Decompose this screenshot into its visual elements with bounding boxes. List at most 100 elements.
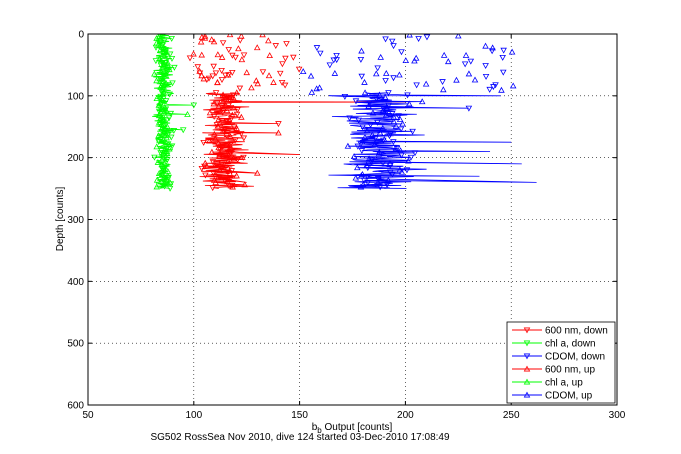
data-point bbox=[218, 77, 226, 83]
data-point bbox=[376, 91, 383, 98]
data-point bbox=[386, 159, 394, 166]
data-point bbox=[375, 150, 383, 157]
data-point bbox=[161, 52, 168, 59]
data-point bbox=[160, 116, 168, 123]
data-point bbox=[388, 38, 396, 45]
data-point bbox=[333, 53, 340, 59]
data-point bbox=[409, 128, 416, 135]
data-point bbox=[392, 122, 400, 129]
data-point bbox=[259, 69, 267, 76]
data-point bbox=[157, 46, 164, 53]
data-point bbox=[411, 57, 418, 64]
data-point bbox=[307, 72, 315, 79]
data-point bbox=[382, 70, 390, 76]
data-point bbox=[151, 70, 158, 77]
data-point bbox=[471, 76, 479, 83]
data-point bbox=[226, 170, 234, 177]
x-axis-label-rest: Output [counts] bbox=[322, 422, 393, 433]
data-point bbox=[201, 34, 209, 39]
data-point bbox=[157, 114, 164, 121]
data-point bbox=[163, 150, 171, 156]
data-point bbox=[369, 109, 377, 116]
series-line bbox=[201, 92, 406, 189]
data-point bbox=[398, 49, 405, 56]
data-point bbox=[163, 50, 171, 57]
data-point bbox=[231, 137, 239, 144]
data-point bbox=[313, 85, 320, 92]
series-line bbox=[328, 92, 537, 189]
series-cdom-up bbox=[299, 34, 517, 190]
data-point bbox=[209, 73, 216, 80]
data-point bbox=[465, 105, 473, 112]
data-point bbox=[206, 137, 213, 144]
data-point bbox=[159, 92, 167, 99]
data-point bbox=[233, 172, 240, 179]
data-point bbox=[361, 133, 369, 140]
data-point bbox=[412, 54, 420, 61]
data-point bbox=[385, 90, 392, 97]
data-point bbox=[233, 111, 241, 118]
data-point bbox=[500, 47, 507, 54]
data-point bbox=[170, 127, 178, 134]
data-point bbox=[156, 34, 163, 39]
data-point bbox=[153, 176, 161, 183]
grid-lines bbox=[88, 34, 617, 405]
legend-label: CDOM, up bbox=[545, 391, 593, 402]
data-point bbox=[228, 69, 236, 76]
data-point bbox=[233, 124, 240, 131]
data-point bbox=[171, 64, 178, 71]
data-point bbox=[241, 181, 248, 188]
data-point bbox=[190, 102, 198, 109]
data-point bbox=[276, 70, 284, 77]
data-point bbox=[317, 50, 324, 57]
data-point bbox=[341, 93, 349, 100]
data-point bbox=[201, 159, 209, 166]
data-point bbox=[376, 129, 384, 136]
data-point bbox=[159, 165, 167, 172]
data-point bbox=[196, 67, 203, 74]
data-point bbox=[224, 164, 232, 171]
data-point bbox=[166, 178, 174, 185]
data-point bbox=[392, 144, 400, 151]
data-point bbox=[164, 59, 172, 66]
data-point bbox=[166, 91, 173, 98]
legend: 600 nm, down chl a, down CDOM, down 600 nm,… bbox=[506, 321, 616, 404]
data-point bbox=[331, 69, 339, 76]
y-axis-label: Depth [counts] bbox=[55, 187, 66, 252]
data-point bbox=[364, 180, 372, 186]
data-point bbox=[482, 74, 490, 80]
data-point bbox=[399, 120, 406, 127]
data-point bbox=[163, 134, 170, 141]
legend-marker bbox=[523, 327, 531, 334]
data-point bbox=[166, 66, 173, 73]
data-point bbox=[372, 70, 380, 77]
data-point bbox=[344, 142, 352, 149]
data-point bbox=[184, 110, 191, 117]
data-point bbox=[490, 84, 497, 91]
data-point bbox=[219, 109, 226, 116]
data-point bbox=[161, 104, 169, 110]
data-point bbox=[406, 34, 413, 38]
data-point bbox=[210, 38, 218, 45]
data-point bbox=[389, 171, 396, 178]
data-point bbox=[214, 79, 221, 86]
legend-label: CDOM, down bbox=[545, 352, 605, 363]
data-point bbox=[197, 38, 205, 45]
series-chl-a-up bbox=[151, 34, 191, 190]
data-point bbox=[253, 44, 261, 51]
x-axis-label: bb Output [counts] bbox=[312, 422, 393, 435]
data-point bbox=[396, 71, 403, 78]
legend-marker bbox=[523, 353, 531, 360]
data-point bbox=[198, 72, 205, 79]
figure-caption: SG502 RossSea Nov 2010, dive 124 started… bbox=[150, 432, 450, 443]
data-point bbox=[238, 56, 246, 63]
data-point bbox=[405, 157, 412, 164]
data-point bbox=[223, 107, 231, 114]
data-point bbox=[363, 162, 370, 168]
data-point bbox=[397, 126, 405, 133]
data-point bbox=[210, 63, 217, 70]
data-point bbox=[290, 54, 297, 61]
legend-marker bbox=[523, 378, 531, 385]
data-point bbox=[382, 78, 389, 85]
data-point bbox=[379, 95, 387, 102]
